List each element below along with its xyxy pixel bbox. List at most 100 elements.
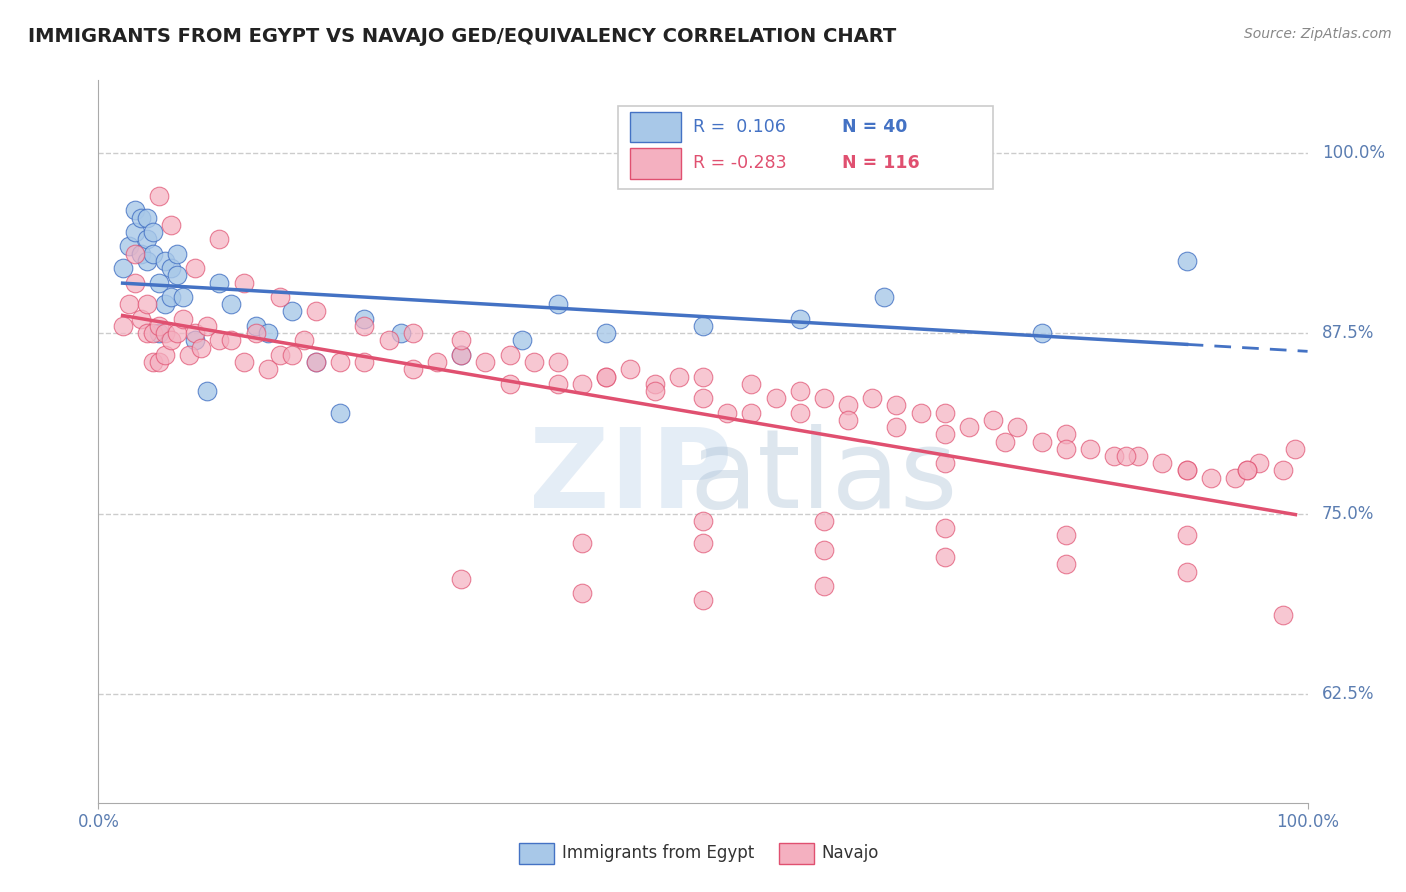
Point (837, 413, 859, 427)
FancyBboxPatch shape (630, 112, 682, 143)
Point (910, 406, 932, 420)
Point (789, 311, 811, 326)
FancyBboxPatch shape (619, 105, 993, 189)
Point (153, 326, 176, 341)
Point (813, 514, 835, 528)
Point (571, 586, 593, 600)
Point (1199, 471, 1222, 485)
Point (789, 406, 811, 420)
Point (1031, 326, 1053, 341)
Point (740, 406, 762, 420)
Text: ZIP: ZIP (529, 425, 733, 531)
Point (1054, 528, 1077, 542)
Point (498, 348, 520, 362)
Point (135, 253, 157, 268)
Point (1175, 463, 1198, 477)
Point (256, 362, 278, 376)
Point (934, 521, 956, 535)
Point (179, 348, 201, 362)
Point (595, 326, 617, 341)
Text: 75.0%: 75.0% (1322, 505, 1375, 523)
Point (153, 297, 176, 311)
Point (450, 334, 472, 348)
Text: N = 116: N = 116 (842, 154, 920, 172)
Text: atlas: atlas (690, 425, 957, 531)
Point (1054, 427, 1077, 442)
Point (389, 326, 412, 341)
Point (245, 318, 267, 333)
Point (474, 355, 496, 369)
Point (129, 246, 152, 260)
Point (111, 318, 134, 333)
Point (256, 326, 278, 341)
Point (124, 276, 146, 290)
Point (1152, 456, 1174, 470)
Point (450, 348, 472, 362)
Point (1249, 456, 1271, 470)
Point (208, 334, 231, 348)
Point (232, 355, 254, 369)
Text: 87.5%: 87.5% (1322, 324, 1375, 343)
Point (837, 399, 859, 413)
Text: R = -0.283: R = -0.283 (693, 154, 787, 172)
Point (292, 334, 315, 348)
Point (1175, 565, 1198, 579)
Point (981, 413, 1004, 427)
Text: Navajo: Navajo (821, 845, 879, 863)
Point (118, 239, 141, 253)
Point (142, 225, 165, 239)
Point (166, 268, 188, 283)
Point (934, 456, 956, 470)
Point (1272, 463, 1295, 477)
Point (148, 355, 170, 369)
Point (1054, 442, 1077, 456)
Point (135, 232, 157, 246)
Point (1175, 463, 1198, 477)
Point (886, 399, 908, 413)
Point (426, 355, 449, 369)
Point (305, 355, 328, 369)
Point (208, 276, 231, 290)
Point (184, 326, 207, 341)
Text: Source: ZipAtlas.com: Source: ZipAtlas.com (1244, 27, 1392, 41)
Point (148, 318, 170, 333)
Point (1175, 528, 1198, 542)
Point (166, 246, 188, 260)
Point (813, 543, 835, 558)
Point (692, 318, 714, 333)
Point (595, 369, 617, 384)
Point (160, 334, 183, 348)
Point (208, 232, 231, 246)
Point (353, 311, 375, 326)
Point (1054, 558, 1077, 572)
Point (498, 376, 520, 391)
Point (402, 362, 425, 376)
Point (172, 311, 194, 326)
Point (716, 406, 738, 420)
Point (129, 211, 152, 225)
Point (111, 261, 134, 276)
Point (1284, 442, 1306, 456)
FancyBboxPatch shape (519, 843, 554, 863)
Point (160, 290, 183, 304)
Point (135, 211, 157, 225)
Point (571, 376, 593, 391)
Point (160, 218, 183, 232)
Point (195, 384, 218, 398)
FancyBboxPatch shape (630, 148, 682, 178)
Point (190, 341, 212, 355)
Point (281, 348, 304, 362)
Point (1272, 607, 1295, 622)
Point (269, 348, 291, 362)
Point (450, 348, 472, 362)
Point (813, 579, 835, 593)
Point (329, 406, 352, 420)
FancyBboxPatch shape (779, 843, 814, 863)
Point (813, 391, 835, 405)
Point (619, 362, 641, 376)
Point (692, 593, 714, 607)
Point (221, 297, 243, 311)
Point (765, 391, 787, 405)
Point (160, 261, 183, 276)
Point (595, 369, 617, 384)
